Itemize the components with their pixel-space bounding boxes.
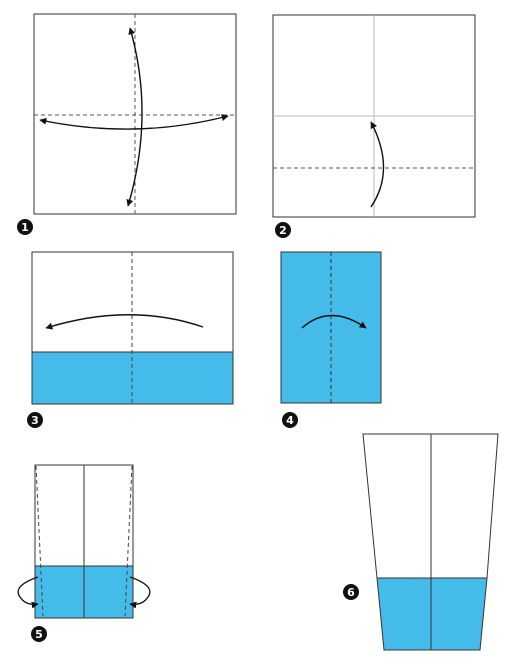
step-6-number: 6 [347, 586, 355, 599]
step-6-panel: 6 [343, 433, 499, 651]
step-3-panel: 3 [27, 251, 234, 428]
step-1-vertical-fold-arrow [126, 27, 143, 207]
step-3-fold-left-arrow [45, 314, 204, 330]
step-5-panel: 5 [17, 464, 151, 642]
step-2-fold-up-arrow [370, 121, 385, 208]
step-4-number-badge: 4 [282, 412, 298, 428]
step-1-panel: 1 [17, 13, 237, 235]
step-4-panel: 4 [280, 251, 382, 428]
step-3-number: 3 [31, 414, 39, 427]
step-3-number-badge: 3 [27, 412, 43, 428]
step-2-panel: 2 [272, 14, 476, 238]
step-5-number-badge: 5 [31, 626, 47, 642]
step-2-number: 2 [279, 224, 287, 237]
step-2-number-badge: 2 [275, 222, 291, 238]
step-5-left-fold-back-arrow [17, 576, 39, 609]
step-4-number: 4 [286, 414, 294, 427]
step-5-right-fold-back-arrow [129, 576, 151, 609]
step-6-cup-blue-band [376, 577, 488, 651]
step-4-fold-over-arrow [301, 314, 367, 329]
step-1-number: 1 [21, 221, 29, 234]
step-5-number: 5 [35, 628, 43, 641]
step-1-number-badge: 1 [17, 219, 33, 235]
step-6-number-badge: 6 [343, 584, 359, 600]
